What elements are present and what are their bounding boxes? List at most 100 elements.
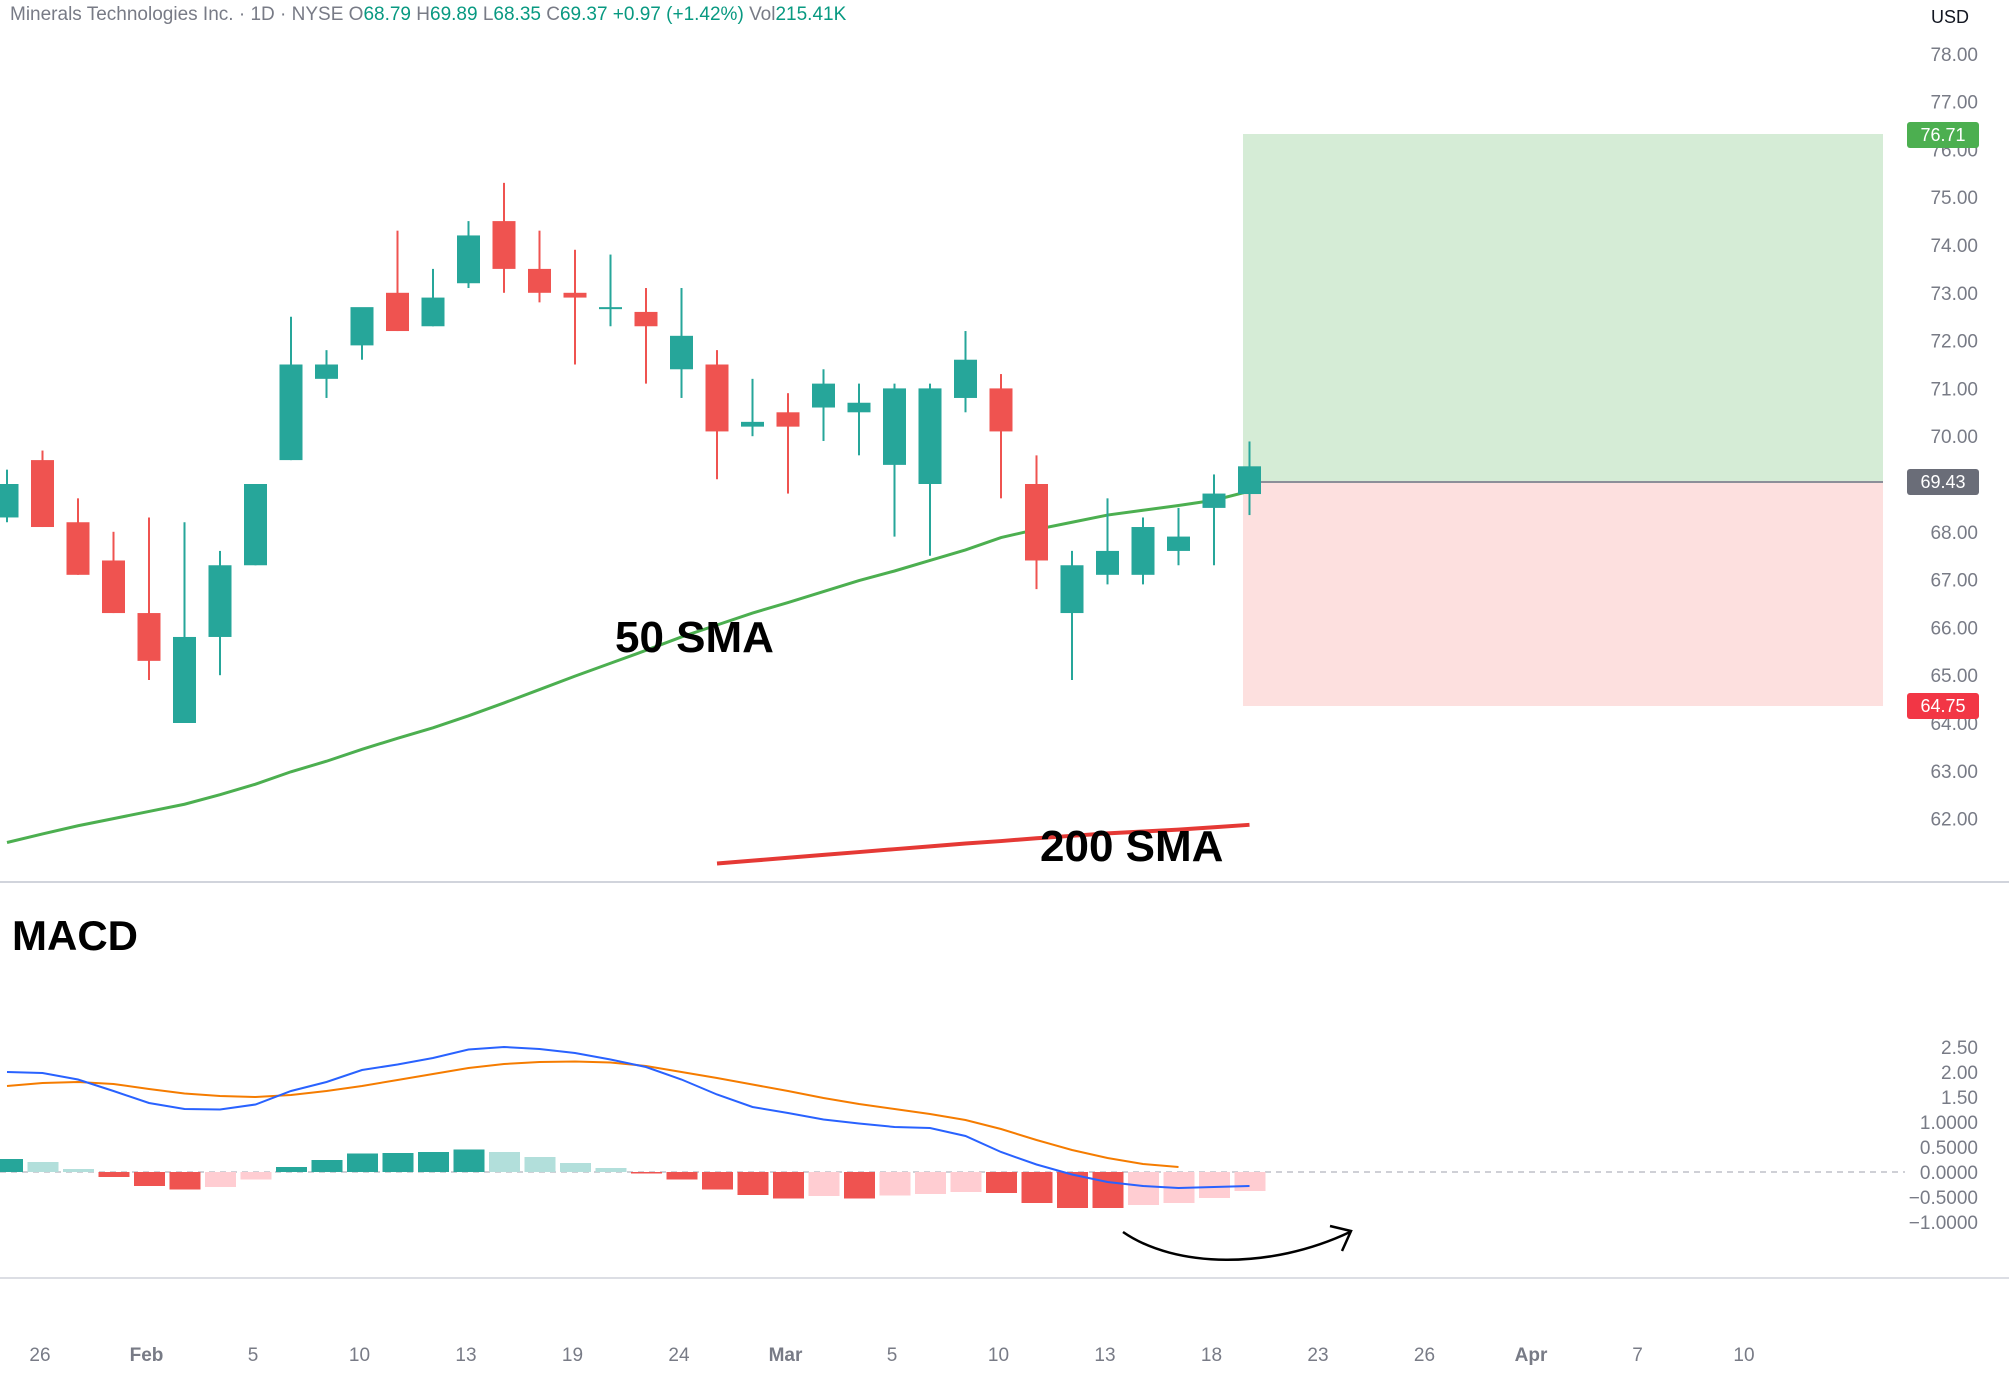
time-axis-label: 10 (988, 1345, 1009, 1366)
macd-histogram-bar (844, 1172, 875, 1199)
macd-histogram-bar (879, 1172, 911, 1196)
macd-histogram-bar (595, 1168, 627, 1172)
candle-body (776, 412, 800, 427)
macd-axis-label: −1.0000 (1909, 1213, 1978, 1234)
price-axis-label: 65.00 (1930, 666, 1978, 687)
price-axis-label: 70.00 (1930, 427, 1978, 448)
time-axis: 26 Feb 5 10 13 19 24 Mar 5 10 13 18 23 26 Apr 7 10 (29, 1345, 1754, 1366)
price-axis-label: 63.00 (1930, 762, 1978, 783)
time-axis-label: 13 (455, 1345, 476, 1366)
time-axis-label: 10 (1733, 1345, 1754, 1366)
macd-axis-label: 1.50 (1941, 1088, 1978, 1109)
price-axis-label: 73.00 (1930, 284, 1978, 305)
candle-body (528, 268, 551, 293)
macd-histogram-bar (0, 1159, 23, 1172)
last-price-tag[interactable]: 69.43 (1907, 469, 1979, 495)
time-axis-label: 23 (1307, 1345, 1328, 1366)
candle-body (66, 522, 90, 575)
candle-body (989, 388, 1013, 432)
time-axis-label: 24 (668, 1345, 690, 1366)
macd-annotation: MACD (12, 912, 138, 959)
macd-histogram-bar (666, 1172, 698, 1180)
macd-histogram (0, 1149, 1266, 1208)
macd-histogram-bar (1234, 1172, 1266, 1191)
time-axis-label: 5 (248, 1345, 259, 1366)
close-value: 69.37 (559, 4, 608, 25)
macd-histogram-bar (560, 1163, 591, 1172)
candle-body (1238, 466, 1261, 495)
interval[interactable]: 1D (250, 4, 275, 25)
time-axis-label: 5 (887, 1345, 898, 1366)
macd-histogram-bar (169, 1172, 201, 1190)
candle-body (421, 297, 445, 327)
target-zone[interactable] (1243, 134, 1883, 482)
macd-histogram-bar (205, 1172, 236, 1187)
macd-histogram-bar (382, 1153, 414, 1172)
low-value: 68.35 (493, 4, 541, 25)
candle-body (173, 636, 196, 723)
symbol-name[interactable]: Minerals Technologies Inc. (10, 4, 234, 25)
volume-value: 215.41K (775, 4, 847, 25)
macd-histogram-bar (418, 1152, 449, 1172)
price-axis-label: 72.00 (1930, 332, 1978, 353)
macd-axis-label: 0.5000 (1920, 1138, 1978, 1159)
candle-body (634, 311, 658, 327)
candle-body (1060, 565, 1084, 614)
high-label: H (416, 4, 430, 25)
symbol-header: Minerals Technologies Inc. · 1D · NYSE O… (10, 4, 847, 25)
candle-body (741, 421, 764, 427)
macd-histogram-bar (347, 1153, 378, 1172)
macd-histogram-bar (1092, 1172, 1124, 1208)
macd-histogram-bar (986, 1172, 1017, 1193)
candle-body (350, 307, 374, 346)
macd-histogram-bar (134, 1172, 165, 1186)
macd-axis-label: 2.00 (1941, 1063, 1978, 1084)
candle-body (1167, 536, 1190, 551)
signal-line (6, 1060, 1179, 1168)
macd-histogram-bar (311, 1160, 343, 1172)
candle-body (670, 335, 693, 370)
macd-histogram-bar (524, 1157, 556, 1172)
macd-histogram-bar (1128, 1172, 1159, 1205)
stop-zone[interactable] (1243, 482, 1883, 706)
price-axis-label: 67.00 (1930, 571, 1978, 592)
macd-histogram-bar (1199, 1172, 1230, 1198)
sma50-annotation: 50 SMA (615, 613, 774, 662)
time-axis-label: Apr (1515, 1345, 1548, 1366)
candle-body (599, 307, 622, 310)
macd-histogram-bar (27, 1162, 59, 1172)
time-axis-label: 7 (1632, 1345, 1643, 1366)
close-label: C (546, 4, 560, 25)
macd-histogram-bar (808, 1172, 840, 1196)
candles (0, 182, 1261, 723)
low-label: L (482, 4, 494, 25)
time-axis-label: 18 (1201, 1345, 1222, 1366)
macd-histogram-bar (240, 1172, 272, 1180)
sma200-line (716, 822, 1250, 866)
time-axis-label: Feb (130, 1345, 164, 1366)
candle-body (457, 235, 480, 284)
price-axis-label: 62.00 (1930, 810, 1978, 831)
open-label: O (348, 4, 364, 25)
time-axis-label: 13 (1094, 1345, 1115, 1366)
stop-price-tag[interactable]: 64.75 (1907, 693, 1979, 719)
candle-body (315, 364, 338, 379)
macd-histogram-bar (950, 1172, 982, 1192)
macd-histogram-bar (737, 1172, 769, 1195)
candle-body (492, 221, 516, 269)
candle-body (0, 484, 19, 518)
candle-body (386, 292, 409, 332)
macd-histogram-bar (915, 1172, 946, 1194)
macd-axis-label: 1.0000 (1920, 1113, 1978, 1134)
macd-histogram-bar (276, 1167, 307, 1172)
time-axis-label: 26 (1414, 1345, 1435, 1366)
target-price-tag[interactable]: 76.71 (1907, 122, 1979, 148)
volume-label: Vol (749, 4, 776, 25)
change-value: +0.97 (+1.42%) (612, 4, 744, 25)
candle-body (137, 613, 161, 661)
macd-axis: 2.50 2.00 1.50 1.0000 0.5000 0.0000 −0.5000 −1.… (1909, 1038, 1978, 1234)
currency-button[interactable]: USD (1908, 0, 1992, 34)
candle-body (1025, 484, 1048, 561)
macd-histogram-bar (773, 1172, 804, 1199)
